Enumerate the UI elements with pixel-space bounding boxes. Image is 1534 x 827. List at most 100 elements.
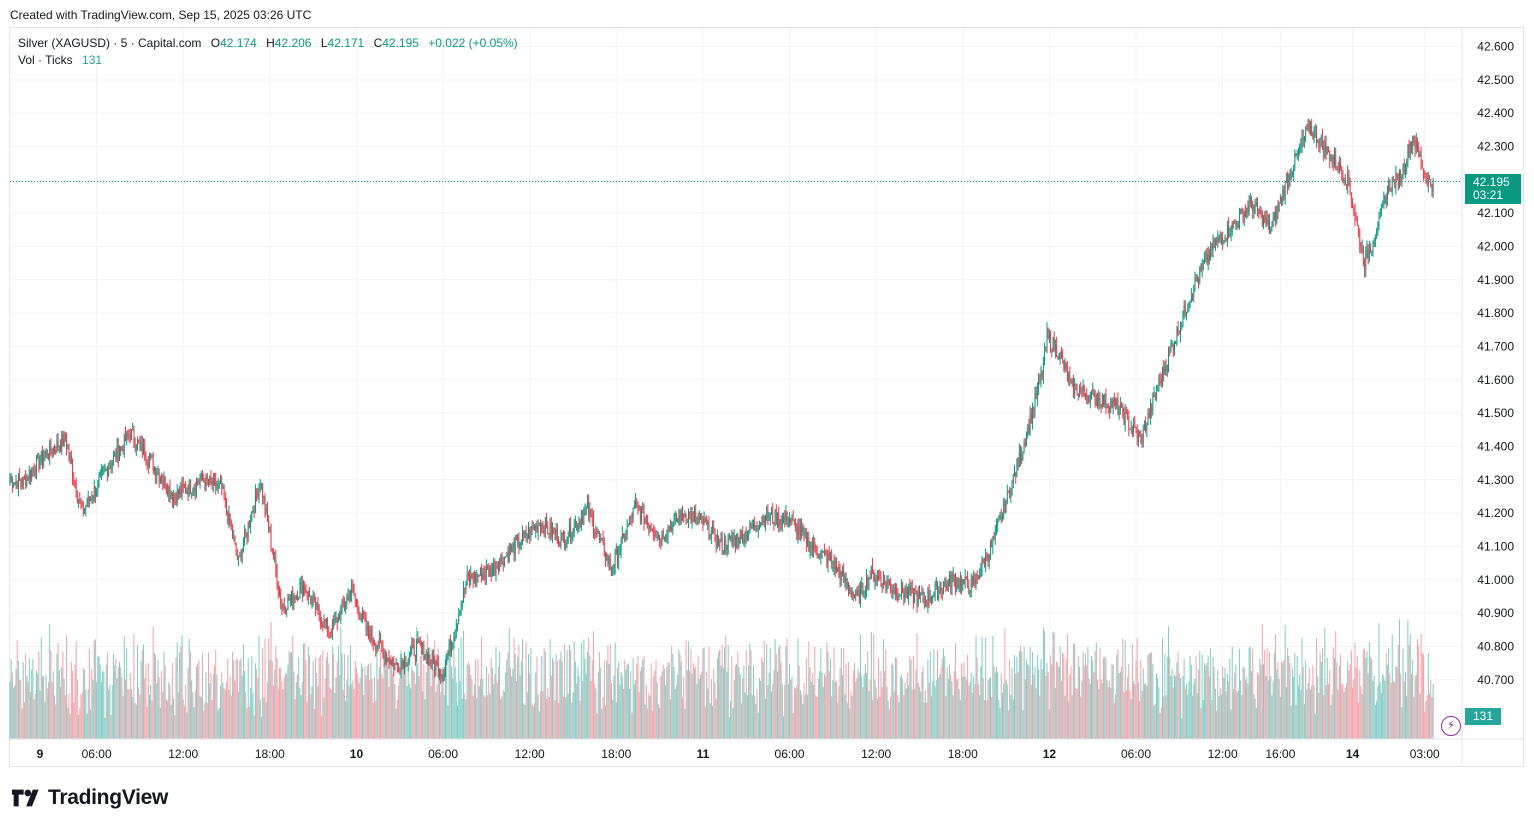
candle-body [179, 489, 181, 495]
candle-body [372, 640, 374, 644]
volume-bar [1028, 666, 1030, 739]
candle-body [955, 578, 956, 589]
candle-body [1164, 366, 1166, 375]
candle-body [88, 496, 90, 501]
candle-body [299, 585, 301, 598]
candle-body [1074, 384, 1076, 395]
volume-bar [476, 697, 478, 739]
candle-body [773, 522, 775, 524]
volume-bar [689, 670, 691, 739]
candle-body [96, 490, 98, 496]
volume-bar [849, 708, 851, 739]
volume-bar [298, 657, 300, 739]
candle-body [138, 439, 140, 442]
volume-bar [455, 682, 457, 739]
candle-body [1005, 502, 1007, 514]
time-tick-label: 14 [1346, 747, 1360, 761]
volume-label[interactable]: Vol · Ticks [18, 53, 73, 67]
candle-body [117, 445, 119, 460]
candle-body [1349, 185, 1351, 194]
volume-bar [521, 638, 523, 739]
volume-bar [17, 660, 19, 739]
volume-bar [1090, 655, 1092, 739]
candle-body [1396, 172, 1398, 174]
candle-body [1213, 239, 1215, 249]
candle-body [1048, 333, 1050, 337]
candle-body [582, 517, 584, 524]
volume-bar [387, 665, 389, 739]
candle-body [546, 519, 547, 527]
volume-bar [481, 636, 483, 739]
volume-bar [1232, 688, 1234, 739]
volume-bar [780, 662, 782, 739]
candle-body [506, 553, 508, 557]
volume-bar [419, 656, 421, 739]
volume-bar [1271, 695, 1273, 739]
last-price-value: 42.195 [1473, 175, 1510, 189]
candle-body [1305, 128, 1307, 138]
volume-bar [1334, 657, 1336, 739]
candle-body [49, 442, 51, 457]
volume-bar [1401, 707, 1403, 739]
candle-body [276, 570, 278, 586]
candle-body [737, 534, 739, 544]
price-tick-label: 42.100 [1477, 206, 1514, 220]
candle-body [488, 568, 490, 576]
candle-body [1236, 221, 1238, 227]
volume-bar [1062, 652, 1064, 739]
price-tick-label: 40.800 [1477, 639, 1514, 653]
candle-body [1300, 145, 1302, 148]
candle-body [28, 471, 30, 481]
volume-bar [127, 689, 129, 739]
candle-body [319, 615, 321, 624]
candle-body [234, 537, 236, 543]
candle-body [1139, 431, 1141, 436]
candle-body [108, 469, 110, 476]
volume-bar [1103, 658, 1105, 739]
volume-bar [840, 648, 842, 739]
volume-bar [329, 687, 331, 739]
volume-bar [938, 677, 940, 739]
volume-bar [477, 659, 479, 739]
candle-body [139, 441, 141, 444]
volume-bar [1157, 678, 1159, 739]
time-axis[interactable]: 9 06:00 12:00 18:00 10 06:00 12:00 18:00 11 06:00… [37, 747, 1440, 761]
symbol-title[interactable]: Silver (XAGUSD) · 5 · Capital.com [18, 36, 202, 50]
volume-bar [1152, 664, 1154, 739]
volume-bar [1029, 646, 1031, 739]
volume-bar [1036, 654, 1038, 739]
candle-body [346, 598, 348, 605]
volume-bar [491, 667, 493, 739]
volume-bar [153, 652, 155, 739]
volume-bar [1380, 693, 1382, 739]
candle-body [321, 623, 322, 625]
candle-body [454, 632, 456, 638]
candle-body [241, 551, 243, 562]
volume-bar [598, 651, 600, 739]
candle-body [1133, 423, 1135, 433]
lightning-icon[interactable]: ⚡ [1441, 716, 1461, 736]
volume-bar [38, 651, 40, 739]
candle-body [1431, 186, 1433, 192]
candle-body [850, 589, 852, 597]
volume-bar [1226, 673, 1228, 739]
candle-body [1008, 490, 1009, 492]
candle-body [1312, 133, 1314, 138]
candle-body [526, 536, 528, 538]
candle-body [525, 530, 527, 538]
candle-body [733, 536, 735, 540]
candle-body [1062, 355, 1064, 360]
volume-bar [706, 671, 708, 739]
candle-body [1171, 344, 1173, 347]
volume-bar [814, 646, 816, 739]
volume-bar [337, 645, 339, 739]
candle-body [20, 480, 22, 485]
tradingview-brand[interactable]: TradingView [12, 786, 168, 810]
candle-body [1198, 278, 1199, 282]
volume-bar [1018, 651, 1020, 739]
candle-body [1231, 222, 1233, 233]
candle-body [958, 585, 960, 588]
candle-body [980, 570, 982, 577]
volume-bar [149, 694, 151, 739]
